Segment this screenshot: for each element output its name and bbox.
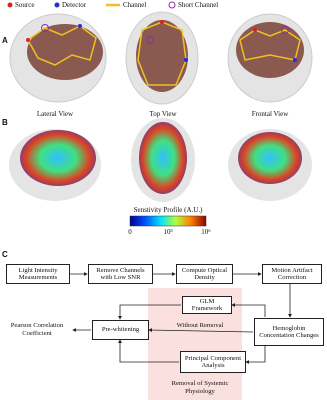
flow-box: Compute Optical Density — [176, 264, 233, 284]
detector — [78, 24, 82, 28]
colorbar-title: Senstivity Profile (A.U.) — [133, 206, 203, 214]
detector — [293, 58, 297, 62]
view-label: Frontal View — [251, 110, 289, 118]
flow-box: Motion Artifact Correction — [262, 264, 322, 284]
flow-box: Pre-whitening — [92, 320, 149, 340]
channel — [137, 21, 187, 86]
arrow — [245, 346, 266, 364]
brain-map — [139, 122, 187, 194]
legend-label: Short Channel — [178, 1, 219, 9]
panel-label: B — [2, 118, 8, 127]
brain-map — [20, 130, 96, 186]
flow-text: Pearson Correlation Coefficient — [10, 322, 64, 337]
view-label: Lateral View — [36, 110, 74, 118]
colorbar-tick: 0 — [128, 228, 132, 236]
arrow — [231, 303, 266, 317]
panel-label: C — [2, 250, 8, 259]
colorbar — [129, 215, 207, 227]
colorbar-tick: 10³ — [163, 228, 173, 236]
channel — [27, 25, 97, 66]
sensitivity-maps — [9, 118, 312, 202]
view-label: Top View — [149, 110, 177, 118]
arrow — [118, 304, 181, 320]
legend — [7, 1, 176, 9]
brain-map — [238, 132, 302, 184]
panel-label: A — [2, 36, 8, 45]
short-channel — [281, 26, 289, 34]
flow-box: Light Intensity Measurements — [6, 264, 70, 284]
short-channel — [146, 36, 154, 44]
flow-box: GLM Framework — [182, 296, 232, 314]
source — [26, 38, 30, 42]
short-channel-icon — [168, 1, 176, 9]
colorbar-tick: 10⁶ — [201, 228, 211, 236]
legend-label: Source — [15, 1, 35, 9]
channel — [239, 29, 301, 61]
source-icon — [7, 2, 13, 8]
arrow — [118, 339, 179, 363]
arrows — [70, 272, 292, 364]
brain — [236, 22, 304, 78]
flow-box: Remove Channels with Low SNR — [88, 264, 153, 284]
detector-icon — [54, 2, 60, 8]
short-channel — [41, 24, 49, 32]
heads — [9, 11, 313, 105]
legend-label: Detector — [62, 1, 87, 9]
region-label: Removal of Systemic Physiology — [171, 380, 229, 395]
edge-label: Without Removal — [176, 322, 224, 329]
brain — [27, 24, 103, 80]
legend-label: Channel — [123, 1, 147, 9]
brain — [136, 20, 188, 92]
arrow — [148, 328, 254, 333]
detector — [184, 58, 188, 62]
source — [253, 28, 257, 32]
source — [160, 20, 164, 24]
flow-box: Principal Component Analysis — [180, 351, 246, 373]
flow-box: Hemoglobin Concentation Changes — [254, 318, 324, 346]
